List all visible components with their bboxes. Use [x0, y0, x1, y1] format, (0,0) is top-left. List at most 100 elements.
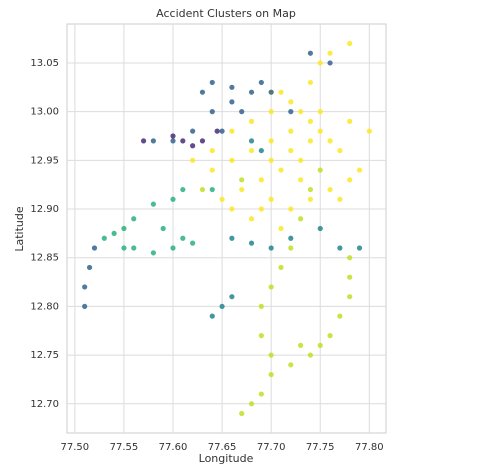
point — [337, 245, 343, 251]
point — [307, 50, 314, 56]
y-tick-label: 12.80 — [30, 301, 59, 312]
point — [288, 128, 294, 134]
point — [180, 138, 186, 144]
point — [317, 225, 323, 232]
point — [248, 147, 255, 154]
point — [327, 186, 333, 193]
point — [307, 138, 314, 144]
point — [229, 206, 235, 212]
point — [239, 109, 245, 115]
point — [219, 303, 225, 310]
x-axis-label: Longitude — [199, 452, 254, 465]
x-tick-label: 77.70 — [257, 442, 286, 453]
point — [170, 245, 176, 251]
point — [288, 235, 294, 241]
point — [248, 118, 255, 124]
point — [366, 128, 372, 134]
point — [337, 196, 343, 202]
point — [298, 157, 304, 163]
point — [288, 206, 294, 212]
point — [248, 216, 255, 222]
point — [258, 79, 264, 86]
point — [327, 50, 333, 56]
chart-title: Accident Clusters on Map — [156, 7, 296, 20]
point — [258, 333, 264, 339]
point — [317, 109, 323, 115]
point — [248, 240, 255, 246]
point — [209, 79, 215, 86]
point — [258, 303, 264, 310]
x-tick-label: 77.55 — [110, 442, 139, 453]
point — [327, 60, 333, 66]
point — [268, 284, 274, 290]
point — [190, 240, 196, 246]
point — [307, 79, 314, 86]
point — [86, 264, 93, 271]
point — [160, 225, 166, 232]
point — [209, 186, 215, 193]
point — [229, 128, 235, 134]
point — [268, 371, 274, 378]
point — [190, 143, 196, 149]
point — [268, 109, 274, 115]
point — [268, 352, 274, 358]
point — [91, 245, 98, 251]
point — [190, 128, 196, 134]
y-tick-label: 12.90 — [30, 204, 59, 215]
y-tick-label: 12.85 — [30, 253, 59, 264]
y-tick-label: 13.05 — [30, 58, 59, 69]
point — [248, 89, 255, 95]
point — [248, 138, 255, 144]
point — [317, 167, 323, 173]
point — [288, 362, 294, 368]
point — [121, 225, 127, 232]
point — [239, 177, 245, 183]
point — [209, 313, 215, 319]
point — [229, 157, 235, 163]
y-tick-label: 12.70 — [30, 399, 59, 410]
point — [229, 99, 235, 105]
point — [258, 206, 264, 212]
point — [347, 274, 353, 280]
point — [307, 352, 314, 358]
point — [268, 196, 274, 202]
point — [298, 109, 304, 115]
x-tick-label: 77.75 — [306, 442, 335, 453]
point — [239, 186, 245, 193]
point — [219, 196, 225, 202]
point — [170, 196, 176, 202]
point — [268, 157, 274, 163]
point — [170, 138, 176, 144]
y-tick-label: 12.95 — [30, 155, 59, 166]
point — [199, 89, 206, 95]
x-tick-label: 77.50 — [61, 442, 90, 453]
point — [347, 177, 353, 183]
point — [150, 138, 156, 144]
x-tick-label: 77.80 — [355, 442, 384, 453]
point — [327, 333, 333, 339]
point — [356, 245, 363, 251]
point — [121, 245, 127, 251]
point — [150, 201, 156, 207]
point — [278, 89, 284, 95]
point — [307, 186, 314, 193]
point — [131, 245, 137, 251]
point — [219, 128, 225, 134]
point — [298, 216, 304, 222]
point — [288, 245, 294, 251]
point — [258, 147, 264, 154]
point — [199, 138, 206, 144]
point — [298, 177, 304, 183]
point — [214, 128, 220, 134]
point — [298, 342, 304, 348]
point — [82, 284, 88, 290]
point — [288, 147, 294, 154]
point — [347, 118, 353, 124]
point — [258, 391, 264, 397]
y-tick-label: 12.75 — [30, 350, 59, 361]
point — [229, 235, 235, 241]
point — [317, 128, 323, 134]
point — [209, 109, 215, 115]
point — [101, 235, 107, 241]
point — [268, 138, 274, 144]
